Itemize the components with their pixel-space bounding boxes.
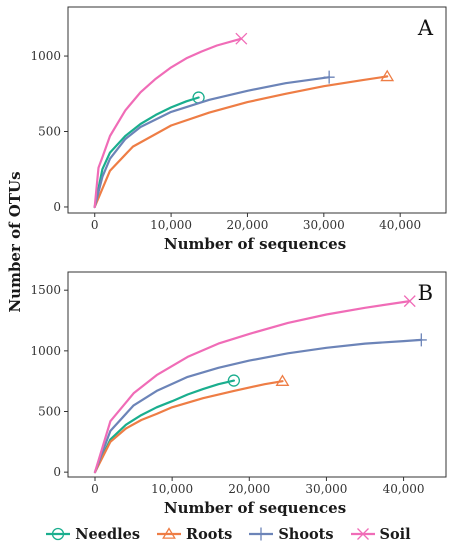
legend-label: Needles bbox=[75, 525, 141, 543]
series-line-soil bbox=[93, 300, 411, 474]
series-end-marker-roots bbox=[275, 374, 290, 386]
legend-key-circle-icon bbox=[46, 527, 71, 541]
legend-key-triangle-icon bbox=[157, 527, 182, 539]
panel-a: 0 10,000 20,000 30,000 40,000 0 500 1000 Number … bbox=[30, 6, 447, 253]
x-tick-label: 10,000 bbox=[150, 218, 192, 232]
panel-letter: B bbox=[418, 281, 433, 305]
y-tick-label: 1000 bbox=[30, 344, 61, 358]
x-tick-label: 20,000 bbox=[228, 482, 270, 496]
x-tick-label: 10,000 bbox=[151, 482, 193, 496]
legend-key-plus-icon bbox=[249, 527, 274, 541]
legend-label: Soil bbox=[379, 525, 411, 543]
legend-item-roots: Roots bbox=[156, 525, 232, 543]
legend-label: Roots bbox=[186, 525, 233, 543]
x-axis-label: Number of sequences bbox=[164, 235, 346, 253]
x-tick-label: 30,000 bbox=[303, 218, 345, 232]
series-end-marker-soil bbox=[403, 295, 416, 308]
series-end-marker-roots bbox=[380, 69, 395, 82]
x-tick-label: 0 bbox=[91, 482, 99, 496]
x-tick-label: 40,000 bbox=[383, 482, 425, 496]
y-axis-label: Number of OTUs bbox=[6, 171, 24, 312]
series-end-marker-soil bbox=[235, 32, 248, 45]
series-end-marker-shoots bbox=[415, 333, 427, 347]
y-tick-label: 0 bbox=[53, 465, 61, 479]
x-tick-label: 0 bbox=[91, 218, 99, 232]
plot-area-frame bbox=[67, 271, 447, 478]
legend-item-shoots: Shoots bbox=[248, 525, 334, 543]
legend-key-x-icon bbox=[350, 528, 375, 540]
x-tick-label: 20,000 bbox=[226, 218, 268, 232]
legend-key-marker bbox=[255, 527, 267, 541]
panel-b: 0 10,000 20,000 30,000 40,000 0 500 1000 1500 Num… bbox=[30, 271, 447, 517]
series-line-soil bbox=[93, 37, 243, 209]
x-tick-label: 40,000 bbox=[379, 218, 421, 232]
plot-area-frame bbox=[67, 6, 447, 214]
x-axis-label: Number of sequences bbox=[164, 499, 346, 517]
legend-key-marker bbox=[52, 527, 65, 541]
series-end-marker-needles bbox=[227, 374, 241, 387]
legend-item-needles: Needles bbox=[45, 525, 140, 543]
legend-label: Shoots bbox=[278, 525, 334, 543]
y-tick-label: 1500 bbox=[30, 283, 61, 297]
series-line-needles bbox=[93, 96, 200, 209]
series-line-shoots bbox=[93, 338, 423, 474]
series-line-needles bbox=[93, 379, 235, 474]
series-line-roots bbox=[93, 380, 284, 474]
rarefaction-figure: Number of OTUs 0 10,000 20,000 30,000 40,000… bbox=[6, 6, 447, 517]
y-tick-label: 500 bbox=[38, 125, 61, 139]
legend-key-marker bbox=[356, 528, 369, 540]
legend-key-marker bbox=[162, 527, 176, 539]
legend-item-soil: Soil bbox=[350, 525, 411, 543]
series-line-roots bbox=[93, 75, 389, 209]
y-tick-label: 500 bbox=[38, 404, 61, 418]
series-end-marker-shoots bbox=[323, 70, 335, 84]
y-tick-label: 0 bbox=[53, 200, 61, 214]
panel-letter: A bbox=[417, 16, 434, 40]
y-tick-label: 1000 bbox=[30, 49, 61, 63]
series-line-shoots bbox=[93, 76, 331, 209]
legend: Needles Roots Shoots Soil bbox=[0, 522, 456, 546]
x-tick-label: 30,000 bbox=[305, 482, 347, 496]
